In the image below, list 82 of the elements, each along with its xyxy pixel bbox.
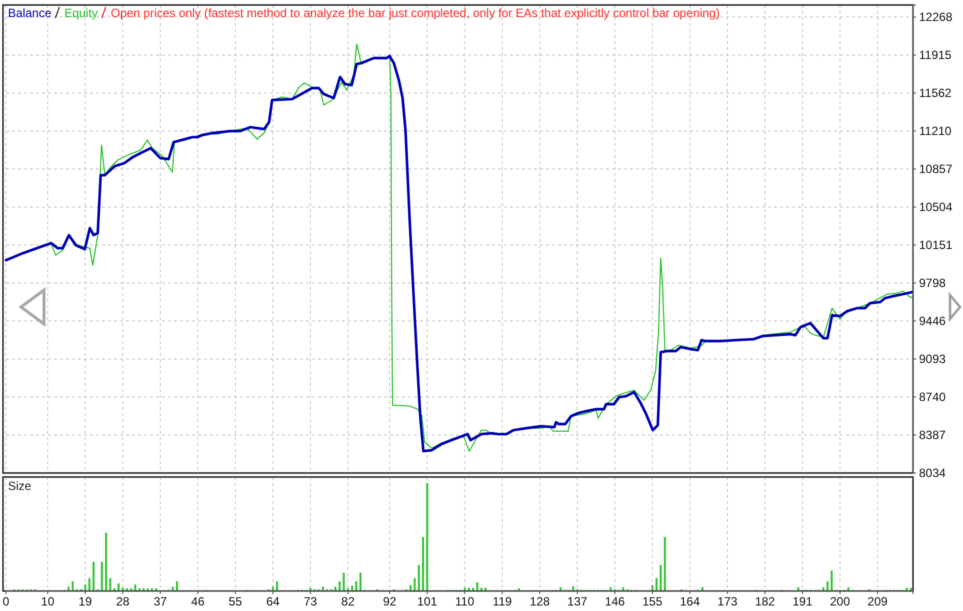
bar: [410, 585, 412, 591]
bar: [272, 586, 274, 591]
bar: [797, 587, 800, 591]
text: Balance: [8, 6, 52, 20]
bar: [322, 586, 324, 591]
x-tick-label: 191: [792, 594, 813, 609]
bar: [476, 582, 478, 591]
bar: [84, 584, 86, 591]
x-tick-label: 128: [530, 594, 550, 609]
bar: [105, 532, 108, 591]
y-tick-label: 8740: [919, 390, 946, 404]
x-tick-label: 110: [455, 594, 475, 609]
bar: [610, 587, 612, 591]
bar: [118, 583, 120, 591]
y-tick-label: 11210: [919, 124, 952, 138]
x-tick-label: 200: [830, 594, 850, 609]
bar: [355, 581, 358, 591]
bar: [826, 581, 829, 591]
x-tick-label: 55: [228, 594, 242, 609]
bar: [426, 483, 428, 591]
x-tick-label: 146: [604, 594, 626, 609]
y-tick-label: 10151: [919, 238, 953, 252]
x-tick-label: 46: [191, 594, 205, 609]
y-tick-label: 8034: [919, 466, 946, 480]
x-tick-label: 10: [41, 594, 55, 609]
bar: [68, 586, 70, 591]
y-tick-label: 12268: [919, 10, 953, 24]
bar: [359, 572, 362, 591]
bar: [422, 537, 424, 591]
bar: [351, 586, 354, 591]
x-tick-label: 182: [754, 594, 776, 609]
y-tick-label: 10504: [919, 200, 953, 214]
y-tick-label: 11915: [919, 48, 952, 62]
y-tick-label: 10857: [919, 162, 953, 176]
x-tick-label: 73: [304, 594, 318, 609]
bar: [172, 586, 174, 591]
y-tick-label: 9798: [919, 276, 946, 290]
x-tick-label: 64: [266, 594, 280, 609]
text: Equity: [64, 6, 98, 20]
x-tick-label: 19: [78, 594, 92, 609]
bar: [176, 581, 178, 591]
x-tick-label: 82: [341, 594, 355, 609]
x-tick-label: 101: [417, 594, 438, 609]
bar: [622, 587, 624, 591]
y-tick-label: 8387: [919, 428, 946, 442]
y-tick-label: 11562: [919, 86, 952, 100]
bar: [701, 587, 704, 591]
x-tick-label: 119: [492, 594, 512, 609]
bar: [100, 562, 103, 591]
x-tick-label: 92: [382, 594, 397, 609]
bar: [651, 585, 654, 591]
bar: [414, 578, 416, 591]
x-tick-label: 0: [2, 594, 10, 609]
bar: [338, 581, 341, 591]
bar: [660, 565, 662, 591]
x-tick-label: 173: [717, 594, 738, 609]
x-tick-label: 164: [680, 594, 700, 609]
bar: [560, 587, 562, 591]
chart-title: Size: [8, 479, 32, 493]
bar: [830, 570, 833, 591]
bar: [847, 587, 850, 591]
bar: [276, 581, 278, 591]
bar: [109, 578, 112, 591]
x-tick-label: 37: [154, 594, 168, 609]
bar: [92, 562, 95, 591]
bar: [134, 584, 136, 591]
x-tick-label: 209: [868, 594, 888, 609]
bar: [72, 581, 74, 591]
bar: [334, 586, 336, 591]
bar: [418, 565, 420, 591]
y-tick-label: 9093: [919, 352, 946, 366]
x-tick-label: 155: [642, 594, 663, 609]
y-tick-label: 9446: [919, 314, 946, 328]
bar: [572, 586, 574, 591]
x-tick-label: 28: [116, 594, 130, 609]
bar: [664, 537, 666, 591]
bar: [88, 578, 90, 591]
bar: [656, 578, 658, 591]
bar: [342, 572, 345, 591]
x-tick-label: 137: [567, 594, 588, 609]
chart-title: Open prices only (fastest method to analyze the bar just completed, only for EAs that explicitly control bar opening): [110, 6, 720, 20]
bar: [822, 587, 824, 591]
